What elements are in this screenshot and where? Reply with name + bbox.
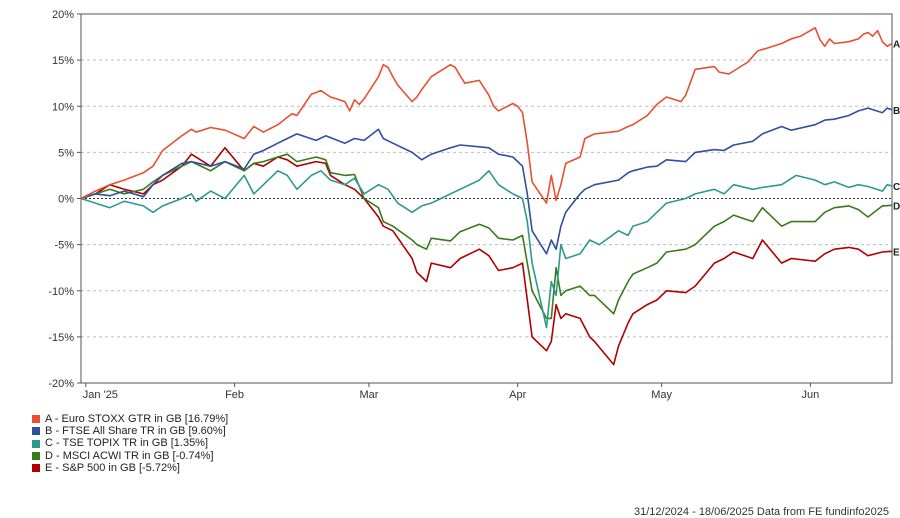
series-line-e [80, 147, 893, 366]
data-source-footer: 31/12/2024 - 18/06/2025 Data from FE fun… [633, 506, 889, 518]
series-line-c [80, 170, 893, 329]
grid-lines [81, 59, 892, 338]
x-tick-label: Feb [225, 389, 244, 401]
legend-label: C - TSE TOPIX TR in GB [1.35%] [45, 437, 209, 450]
legend-label: E - S&P 500 in GB [-5.72%] [45, 461, 180, 474]
x-tick-label: Apr [509, 389, 526, 401]
legend-item: E - S&P 500 in GB [-5.72%] [32, 462, 228, 474]
x-axis: Jan '25 Feb Mar Apr May Jun [83, 383, 819, 401]
y-tick-label: -10% [48, 286, 74, 298]
y-tick-label: 10% [52, 101, 74, 113]
legend-label: D - MSCI ACWI TR in GB [-0.74%] [45, 449, 214, 462]
y-tick-label: -5% [54, 240, 74, 252]
legend-swatch [32, 439, 40, 448]
legend-swatch [32, 451, 40, 460]
end-label-c: C [893, 182, 900, 193]
legend-item: C - TSE TOPIX TR in GB [1.35%] [32, 437, 228, 449]
legend-swatch [32, 415, 40, 424]
legend-swatch [32, 463, 40, 472]
legend-label: B - FTSE All Share TR in GB [9.60%] [45, 425, 226, 438]
legend-item: A - Euro STOXX GTR in GB [16.79%] [32, 413, 228, 425]
x-tick-label: Mar [359, 389, 378, 401]
x-tick-label: Jun [802, 389, 820, 401]
y-tick-label: -20% [48, 378, 74, 390]
y-tick-label: 20% [52, 9, 74, 21]
series-line-b [80, 107, 893, 255]
y-tick-label: -15% [48, 332, 74, 344]
chart-legend: A - Euro STOXX GTR in GB [16.79%] B - FTS… [32, 413, 228, 474]
y-tick-label: 0% [58, 194, 74, 206]
x-tick-label: Jan '25 [83, 389, 118, 401]
x-tick-label: May [651, 389, 672, 401]
series-line-a [80, 26, 893, 204]
y-tick-label: 15% [52, 55, 74, 67]
legend-label: A - Euro STOXX GTR in GB [16.79%] [45, 413, 229, 425]
end-label-d: D [893, 201, 900, 212]
series-line-d [80, 153, 893, 320]
y-tick-label: 5% [58, 147, 74, 159]
line-chart: Jan '25 Feb Mar Apr May Jun -20% -15% -10% -5% 0%… [48, 9, 900, 401]
y-axis: -20% -15% -10% -5% 0% 5% 10% 15% 20% [48, 9, 81, 390]
series-end-labels: A B CD E [893, 40, 900, 259]
end-label-a: A [893, 40, 900, 51]
series-lines [80, 26, 893, 366]
legend-item: B - FTSE All Share TR in GB [9.60%] [32, 425, 228, 437]
legend-item: D - MSCI ACWI TR in GB [-0.74%] [32, 450, 228, 462]
legend-swatch [32, 427, 40, 436]
end-label-e: E [893, 247, 900, 258]
end-label-b: B [893, 106, 900, 117]
